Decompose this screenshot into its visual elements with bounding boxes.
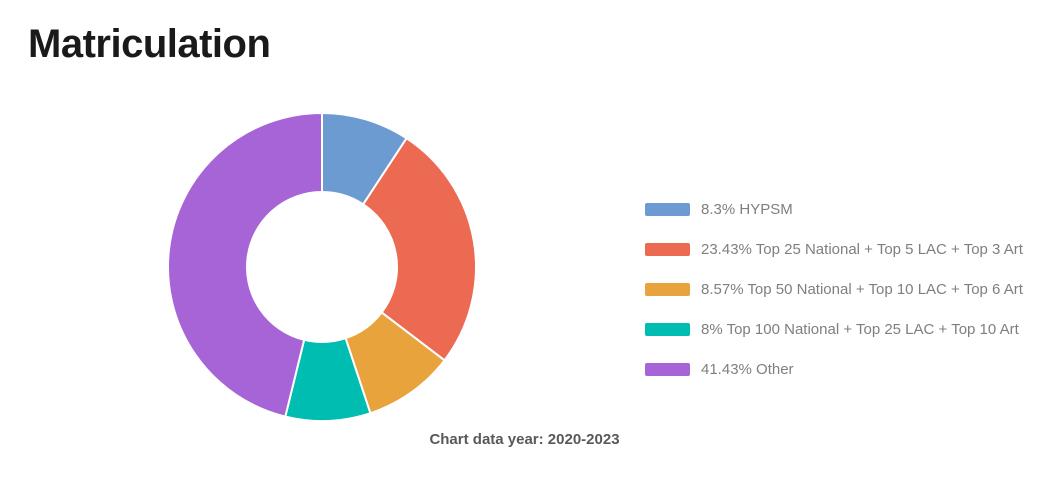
legend-label: 8% Top 100 National + Top 25 LAC + Top 1…: [701, 321, 1019, 338]
chart-title: Matriculation: [28, 22, 271, 66]
legend-label: 8.3% HYPSM: [701, 201, 793, 218]
donut-segment-5[interactable]: [166, 112, 323, 418]
legend-label: 41.43% Other: [701, 361, 794, 378]
legend-item-1[interactable]: 8.3% HYPSM: [645, 201, 1023, 218]
legend-label: 23.43% Top 25 National + Top 5 LAC + Top…: [701, 241, 1023, 258]
legend-swatch: [645, 203, 690, 216]
chart-caption: Chart data year: 2020-2023: [429, 431, 620, 448]
legend-label: 8.57% Top 50 National + Top 10 LAC + Top…: [701, 281, 1023, 298]
legend-swatch: [645, 283, 690, 296]
legend-item-5[interactable]: 41.43% Other: [645, 361, 1023, 378]
legend-swatch: [645, 323, 690, 336]
donut-chart: [166, 112, 477, 422]
legend-item-3[interactable]: 8.57% Top 50 National + Top 10 LAC + Top…: [645, 281, 1023, 298]
legend-swatch: [645, 243, 690, 256]
donut-segment-2[interactable]: [362, 137, 477, 362]
legend-item-4[interactable]: 8% Top 100 National + Top 25 LAC + Top 1…: [645, 321, 1023, 338]
legend-item-2[interactable]: 23.43% Top 25 National + Top 5 LAC + Top…: [645, 241, 1023, 258]
legend-swatch: [645, 363, 690, 376]
legend: 8.3% HYPSM 23.43% Top 25 National + Top 5…: [645, 201, 1023, 403]
